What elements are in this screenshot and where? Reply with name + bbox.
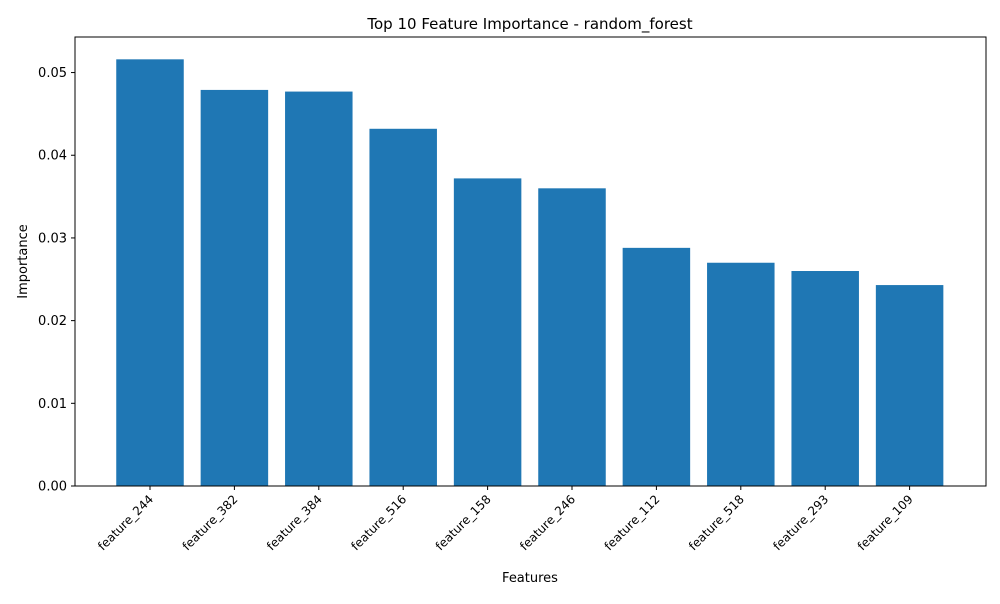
y-tick-label: 0.04 — [38, 149, 67, 164]
x-tick-label: feature_112 — [602, 492, 663, 553]
y-tick-label: 0.02 — [38, 314, 67, 329]
bar-feature_109 — [875, 285, 944, 486]
y-axis-label: Importance — [16, 224, 31, 299]
y-axis: 0.00 0.01 0.02 0.03 0.04 0.05 — [38, 66, 75, 495]
bar-feature_518 — [707, 262, 775, 486]
x-axis-label: Features — [502, 571, 558, 586]
bar-feature_382 — [200, 89, 269, 486]
x-axis: feature_244 feature_382 feature_384 feature… — [95, 486, 916, 553]
bar-feature_244 — [116, 59, 184, 487]
y-tick-label: 0.01 — [38, 397, 67, 412]
x-tick-label: feature_109 — [855, 492, 916, 553]
y-tick-label: 0.00 — [38, 480, 67, 495]
bar-feature_246 — [538, 188, 606, 486]
bar-feature_384 — [285, 91, 353, 486]
chart-title: Top 10 Feature Importance - random_fores… — [366, 15, 692, 34]
bars-group — [116, 59, 944, 487]
bar-feature_112 — [622, 247, 691, 486]
x-tick-label: feature_246 — [517, 492, 578, 553]
y-tick-label: 0.05 — [38, 66, 67, 81]
x-tick-label: feature_382 — [180, 492, 241, 553]
bar-feature_516 — [369, 128, 437, 486]
x-tick-label: feature_244 — [95, 492, 156, 553]
bar-feature_293 — [791, 271, 859, 486]
bar-feature_158 — [453, 178, 522, 486]
y-tick-label: 0.03 — [38, 231, 67, 246]
x-tick-label: feature_293 — [770, 492, 831, 553]
x-tick-label: feature_384 — [264, 492, 325, 553]
x-tick-label: feature_158 — [433, 492, 494, 553]
x-tick-label: feature_518 — [686, 492, 747, 553]
plot-frame — [74, 36, 987, 487]
x-tick-label: feature_516 — [348, 492, 409, 553]
